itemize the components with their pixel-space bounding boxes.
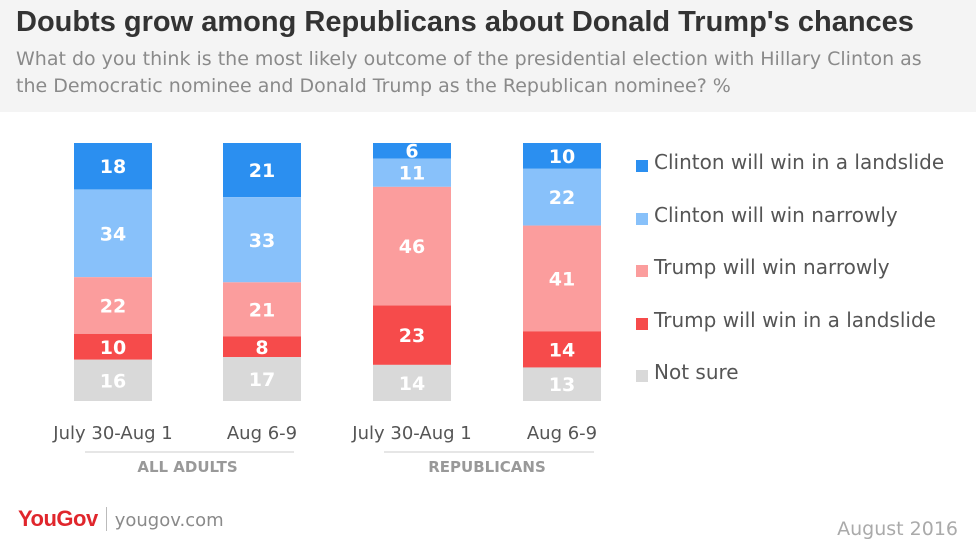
legend-label: Clinton will win in a landslide bbox=[654, 150, 945, 174]
bar-segment-trump-will-win-in-a-landslide bbox=[223, 336, 301, 358]
data-label: 22 bbox=[549, 187, 575, 209]
x-tick-label: July 30-Aug 1 bbox=[351, 423, 471, 444]
data-label: 46 bbox=[399, 236, 425, 258]
bar-segment-not-sure bbox=[223, 357, 301, 401]
group-label: REPUBLICANS bbox=[428, 458, 546, 476]
bar-segment-trump-will-win-in-a-landslide bbox=[373, 305, 451, 365]
x-tick-label: Aug 6-9 bbox=[527, 423, 597, 444]
data-label: 13 bbox=[549, 374, 575, 396]
brand-divider bbox=[105, 506, 107, 531]
data-label: 6 bbox=[405, 141, 418, 163]
legend-swatch bbox=[636, 265, 648, 277]
legend-label: Trump will win narrowly bbox=[654, 255, 890, 279]
bar-segment-trump-will-win-narrowly bbox=[373, 186, 451, 306]
bar-segment-not-sure bbox=[373, 364, 451, 401]
brand: YouGov yougov.com bbox=[18, 506, 224, 536]
data-label: 21 bbox=[249, 299, 275, 321]
data-label: 21 bbox=[249, 160, 275, 182]
data-label: 10 bbox=[549, 146, 575, 168]
bar-segment-trump-will-win-in-a-landslide bbox=[74, 333, 152, 360]
bar-segment-clinton-will-win-in-a-landslide bbox=[223, 143, 301, 198]
bar-segment-trump-will-win-narrowly bbox=[74, 277, 152, 334]
bar-segment-clinton-will-win-in-a-landslide bbox=[373, 143, 451, 159]
bar-segment-not-sure bbox=[74, 359, 152, 401]
legend-swatch bbox=[636, 160, 648, 172]
data-label: 33 bbox=[249, 230, 275, 252]
bar-segment-clinton-will-win-in-a-landslide bbox=[523, 143, 601, 169]
data-label: 34 bbox=[100, 223, 126, 245]
group-label: ALL ADULTS bbox=[137, 458, 237, 476]
yougov-logo: YouGov bbox=[18, 506, 98, 531]
bar-segment-clinton-will-win-narrowly bbox=[373, 158, 451, 187]
data-label: 8 bbox=[255, 337, 268, 359]
chart-title: Doubts grow among Republicans about Dona… bbox=[16, 6, 914, 38]
data-label: 16 bbox=[100, 370, 126, 392]
bar-segment-trump-will-win-narrowly bbox=[223, 282, 301, 337]
legend-label: Trump will win in a landslide bbox=[654, 307, 936, 332]
legend-swatch bbox=[636, 317, 648, 330]
chart-subtitle: What do you think is the most likely out… bbox=[16, 48, 922, 97]
brand-url: yougov.com bbox=[114, 510, 224, 531]
bar-segment-trump-will-win-in-a-landslide bbox=[523, 331, 601, 368]
bar-segment-not-sure bbox=[523, 367, 601, 401]
bar-segment-clinton-will-win-in-a-landslide bbox=[74, 143, 152, 190]
data-label: 14 bbox=[399, 373, 425, 395]
bar-segment-clinton-will-win-narrowly bbox=[523, 168, 601, 226]
x-tick-label: July 30-Aug 1 bbox=[52, 423, 172, 444]
data-label: 41 bbox=[549, 268, 575, 290]
bar-segment-clinton-will-win-narrowly bbox=[223, 197, 301, 283]
header: Doubts grow among Republicans about Dona… bbox=[0, 0, 976, 112]
date-label: August 2016 bbox=[837, 518, 958, 540]
data-label: 23 bbox=[399, 325, 425, 347]
legend-label: Clinton will win narrowly bbox=[654, 202, 898, 227]
x-tick-label: Aug 6-9 bbox=[227, 423, 297, 444]
data-label: 11 bbox=[399, 163, 425, 185]
data-label: 17 bbox=[249, 369, 275, 391]
bar-segment-trump-will-win-narrowly bbox=[523, 225, 601, 332]
data-label: 22 bbox=[100, 296, 126, 318]
legend-swatch bbox=[636, 370, 648, 382]
bar-segment-clinton-will-win-narrowly bbox=[74, 189, 152, 278]
data-label: 18 bbox=[100, 156, 126, 178]
data-label: 14 bbox=[549, 339, 575, 361]
data-label: 10 bbox=[100, 337, 126, 359]
legend-swatch bbox=[636, 212, 648, 225]
legend-label: Not sure bbox=[654, 360, 739, 384]
